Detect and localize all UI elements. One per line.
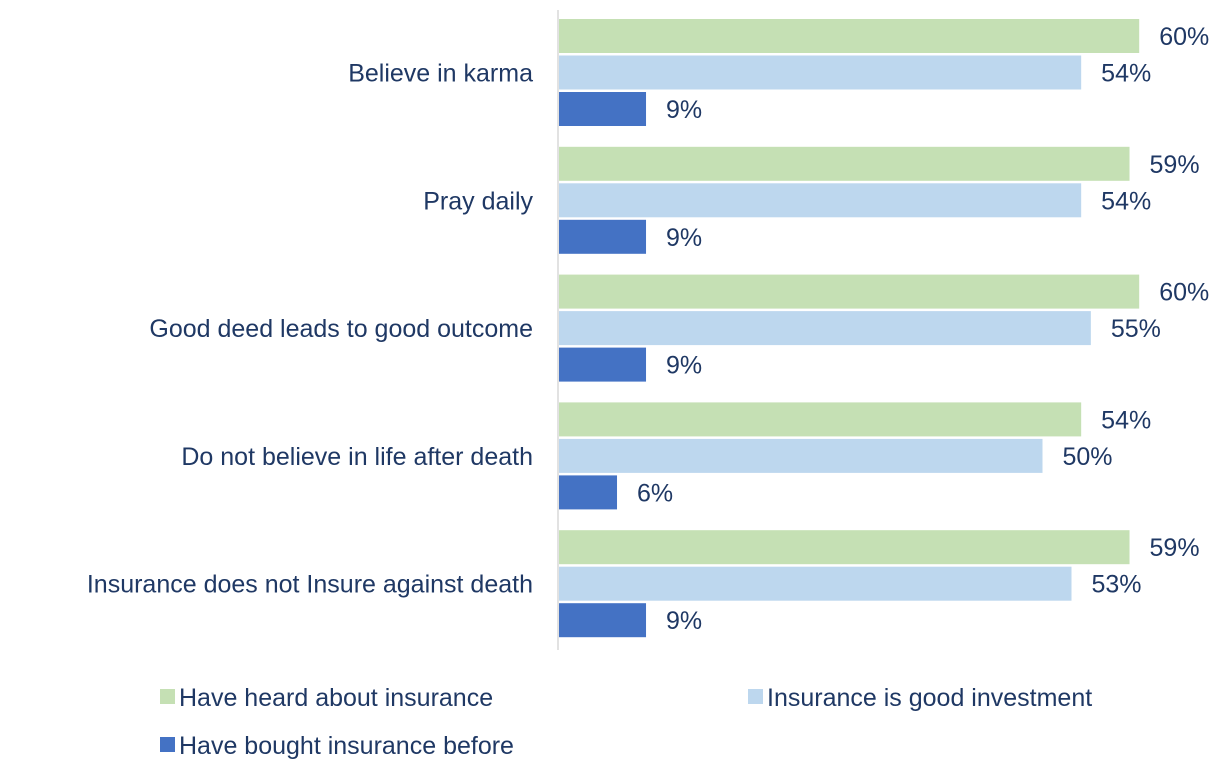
bar-bought-2 — [559, 219, 647, 254]
data-label-heard-5: 59% — [1150, 534, 1200, 562]
data-label-bought-3: 9% — [666, 352, 702, 380]
legend-swatch-heard — [160, 689, 175, 704]
category-label-4: Do not believe in life after death — [181, 443, 533, 471]
bar-bought-4 — [559, 475, 618, 510]
legend-label-good-investment: Insurance is good investment — [767, 684, 1092, 712]
data-label-heard-3: 60% — [1159, 279, 1209, 307]
data-label-bought-4: 6% — [637, 479, 673, 507]
legend-label-heard: Have heard about insurance — [179, 684, 493, 712]
bar-good-investment-1 — [559, 55, 1082, 90]
data-label-heard-1: 60% — [1159, 23, 1209, 51]
bar-heard-2 — [559, 146, 1130, 181]
bar-good-investment-4 — [559, 438, 1043, 473]
bar-bought-5 — [559, 603, 647, 638]
bar-heard-5 — [559, 530, 1130, 565]
data-label-bought-2: 9% — [666, 224, 702, 252]
bar-bought-1 — [559, 92, 647, 126]
legend-label-bought: Have bought insurance before — [179, 732, 514, 760]
data-label-good-investment-1: 54% — [1101, 60, 1151, 88]
category-label-5: Insurance does not Insure against death — [87, 571, 533, 599]
category-label-3: Good deed leads to good outcome — [149, 315, 533, 343]
bar-heard-3 — [559, 274, 1140, 309]
data-label-good-investment-2: 54% — [1101, 187, 1151, 215]
data-label-heard-2: 59% — [1150, 151, 1200, 179]
data-label-good-investment-5: 53% — [1092, 571, 1142, 599]
bars-layer: 60% 54% 9% Believe in karma 59% 54% 9% Pray dai… — [87, 19, 1209, 638]
data-label-bought-1: 9% — [666, 96, 702, 124]
data-label-good-investment-4: 50% — [1063, 443, 1113, 471]
data-label-bought-5: 9% — [666, 607, 702, 635]
category-label-2: Pray daily — [423, 187, 533, 215]
bar-good-investment-2 — [559, 183, 1082, 218]
data-label-good-investment-3: 55% — [1111, 315, 1161, 343]
category-label-1: Believe in karma — [348, 60, 533, 88]
bar-heard-1 — [559, 19, 1140, 53]
data-label-heard-4: 54% — [1101, 406, 1151, 434]
bar-bought-3 — [559, 347, 647, 382]
bar-good-investment-3 — [559, 311, 1091, 346]
legend: Have heard about insurance Insurance is g… — [160, 684, 1092, 760]
bar-heard-4 — [559, 402, 1082, 437]
legend-swatch-good-investment — [748, 689, 763, 704]
bar-good-investment-5 — [559, 566, 1072, 601]
legend-swatch-bought — [160, 737, 175, 752]
